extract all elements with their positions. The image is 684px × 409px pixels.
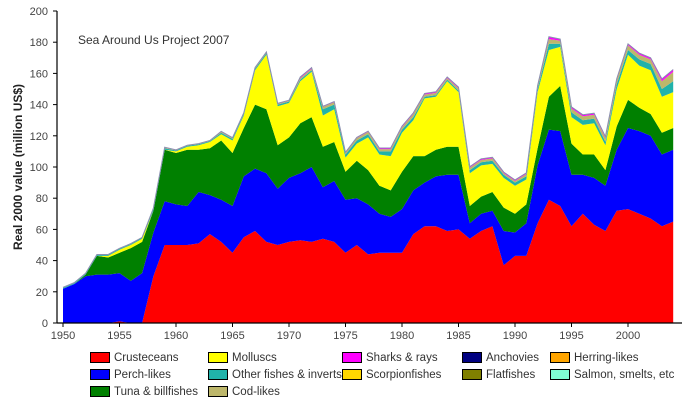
- chart-annotation: Sea Around Us Project 2007: [78, 33, 230, 47]
- y-axis-label: Real 2000 value (million US$): [11, 84, 25, 250]
- legend-label: Sharks & rays: [366, 351, 438, 364]
- y-tick-label: 80: [36, 193, 48, 205]
- legend-label: Salmon, smelts, etc: [574, 368, 675, 381]
- x-tick-label: 2000: [616, 330, 640, 342]
- x-ticks: 1950 1955 1960 1965 1970 1975 1980 1985 1990 1995…: [51, 323, 640, 342]
- legend-swatch: [462, 369, 482, 380]
- legend-swatch: [208, 369, 228, 380]
- y-tick-label: 160: [30, 68, 48, 80]
- legend-swatch: [208, 386, 228, 397]
- legend-item: Tuna & billfishes: [90, 384, 208, 399]
- legend-label: Anchovies: [486, 351, 540, 364]
- legend-label: Scorpionfishes: [366, 368, 442, 381]
- legend-item: Salmon, smelts, etc: [550, 367, 674, 382]
- legend-item: Crusteceans: [90, 350, 208, 365]
- legend-swatch: [342, 369, 362, 380]
- x-tick-label: 1975: [333, 330, 357, 342]
- legend-label: Perch-likes: [114, 368, 171, 381]
- x-tick-label: 1980: [390, 330, 414, 342]
- x-tick-label: 1950: [51, 330, 75, 342]
- area-layers: [62, 36, 674, 323]
- total-outline: [62, 36, 674, 288]
- x-tick-label: 1960: [164, 330, 188, 342]
- legend-swatch: [342, 352, 362, 363]
- legend-label: Tuna & billfishes: [114, 385, 198, 398]
- legend-label: Flatfishes: [486, 368, 536, 381]
- x-tick-label: 1995: [559, 330, 583, 342]
- x-tick-label: 1990: [503, 330, 527, 342]
- legend-label: Molluscs: [232, 351, 277, 364]
- area-crusteceans: [63, 199, 674, 323]
- legend-item: Anchovies: [462, 350, 550, 365]
- legend-item: Scorpionfishes: [342, 367, 462, 382]
- x-tick-label: 1965: [220, 330, 244, 342]
- legend-swatch: [550, 352, 570, 363]
- y-tick-label: 120: [30, 131, 48, 143]
- y-ticks: 0 20 40 60 80 100 120 140 160 180 200: [30, 6, 57, 330]
- legend-swatch: [208, 352, 228, 363]
- legend-swatch: [462, 352, 482, 363]
- y-tick-label: 100: [30, 162, 48, 174]
- y-tick-label: 20: [36, 287, 48, 299]
- x-tick-label: 1955: [107, 330, 131, 342]
- y-tick-label: 0: [42, 318, 48, 330]
- legend-label: Crusteceans: [114, 351, 179, 364]
- x-tick-label: 1985: [446, 330, 470, 342]
- x-tick-label: 1970: [277, 330, 301, 342]
- y-tick-label: 40: [36, 256, 48, 268]
- legend-item: Sharks & rays: [342, 350, 462, 365]
- legend-item: Flatfishes: [462, 367, 550, 382]
- legend-item: Cod-likes: [208, 384, 342, 399]
- legend-swatch: [90, 369, 110, 380]
- legend-label: Herring-likes: [574, 351, 639, 364]
- area-molluscs: [63, 46, 674, 289]
- legend-swatch: [90, 352, 110, 363]
- legend-item: Other fishes & inverts: [208, 367, 342, 382]
- area-perch-likes: [63, 128, 674, 323]
- legend: Crusteceans Molluscs Sharks & rays Anchovie…: [90, 350, 680, 399]
- legend-item: Molluscs: [208, 350, 342, 365]
- legend-item: Herring-likes: [550, 350, 670, 365]
- legend-item: Perch-likes: [90, 367, 208, 382]
- y-tick-label: 60: [36, 224, 48, 236]
- legend-label: Other fishes & inverts: [232, 368, 342, 381]
- y-tick-label: 200: [30, 6, 48, 18]
- y-tick-label: 180: [30, 37, 48, 49]
- y-tick-label: 140: [30, 100, 48, 112]
- legend-swatch: [90, 386, 110, 397]
- legend-label: Cod-likes: [232, 385, 280, 398]
- area-tuna-billfishes: [63, 85, 674, 289]
- legend-swatch: [550, 369, 570, 380]
